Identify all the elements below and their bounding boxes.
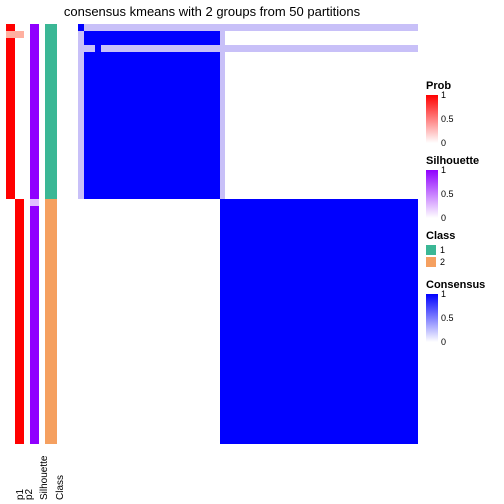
legend-tick: 0.5 (441, 189, 454, 199)
annot-col-p1 (6, 24, 15, 444)
legend-silhouette: Silhouette10.50 (426, 155, 500, 218)
heatmap-block-1-1a (84, 31, 220, 45)
legend-title: Silhouette (426, 155, 500, 167)
legend-gradient-bar (426, 170, 438, 218)
legend-area: Prob10.50Silhouette10.50Class12Consensus… (426, 80, 500, 354)
legend-gradient-bar (426, 95, 438, 143)
heatmap-cell-lb-lb (95, 45, 101, 52)
legend-consensus: Consensus10.50 (426, 279, 500, 342)
legend-item: 1 (426, 245, 500, 255)
legend-gradient-bar (426, 294, 438, 342)
annot-col-p2 (15, 24, 24, 444)
legend-tick: 0 (441, 213, 446, 223)
legend-title: Consensus (426, 279, 500, 291)
axis-label-sil: Silhouette (39, 456, 50, 500)
annotation-columns (6, 24, 68, 444)
heatmap-block-2-2 (220, 199, 418, 444)
chart-title: consensus kmeans with 2 groups from 50 p… (0, 4, 424, 19)
legend-swatch (426, 257, 436, 267)
heatmap-outlier-row-3 (78, 45, 418, 52)
legend-prob: Prob10.50 (426, 80, 500, 143)
legend-tick: 0.5 (441, 114, 454, 124)
heatmap-outlier-row-0 (78, 24, 418, 31)
legend-swatch (426, 245, 436, 255)
axis-label-class: Class (55, 475, 66, 500)
annot-col-class (45, 24, 57, 444)
legend-label: 2 (440, 257, 445, 267)
legend-title: Class (426, 230, 500, 242)
heatmap-gap (78, 199, 220, 206)
annotation-labels: p1p2SilhouetteClass (6, 446, 68, 502)
legend-tick: 0 (441, 337, 446, 347)
legend-tick: 1 (441, 289, 446, 299)
heatmap-cell-0-0 (78, 24, 84, 31)
legend-tick: 1 (441, 165, 446, 175)
legend-label: 1 (440, 245, 445, 255)
axis-label-p2: p2 (24, 489, 35, 500)
legend-tick: 1 (441, 90, 446, 100)
legend-tick: 0 (441, 138, 446, 148)
consensus-heatmap (78, 24, 418, 444)
legend-title: Prob (426, 80, 500, 92)
legend-tick: 0.5 (441, 313, 454, 323)
heatmap-boundary-col (220, 24, 226, 199)
heatmap-block-1-1b (84, 52, 220, 199)
legend-item: 2 (426, 257, 500, 267)
annot-col-sil (30, 24, 39, 444)
legend-class: Class 1 2 (426, 230, 500, 267)
